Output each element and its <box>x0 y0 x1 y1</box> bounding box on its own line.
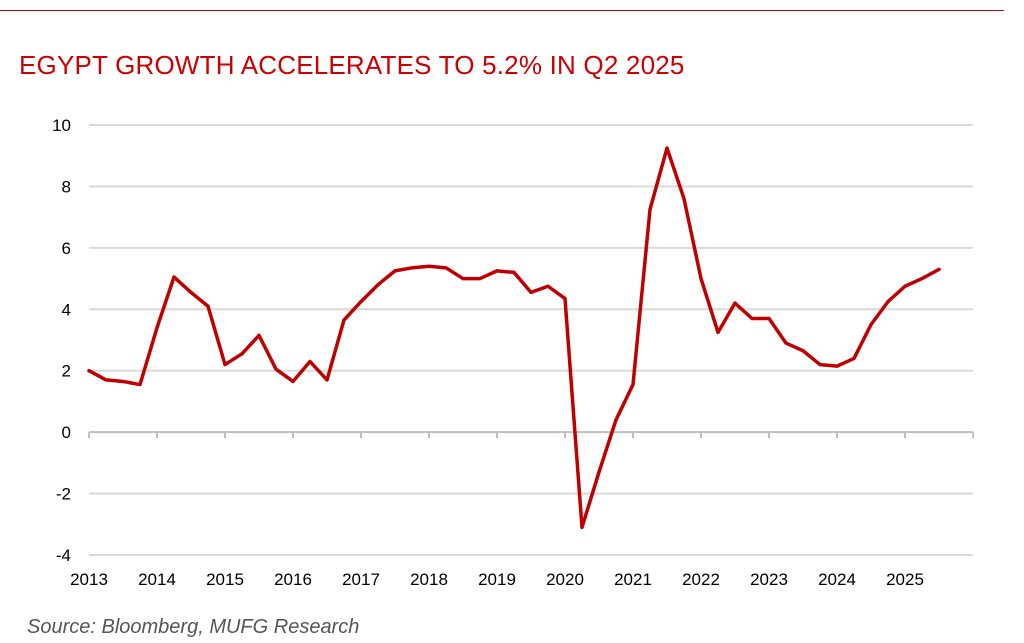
top-accent-rule <box>0 10 1004 11</box>
data-point <box>750 316 754 321</box>
gridlines <box>89 124 973 556</box>
data-point <box>546 284 550 288</box>
y-tick-label: -2 <box>56 485 71 504</box>
data-point <box>308 359 312 364</box>
data-point <box>682 197 686 201</box>
data-point <box>716 330 720 334</box>
data-point <box>852 356 856 361</box>
data-point <box>869 323 873 327</box>
data-point <box>461 276 465 281</box>
x-tick-label: 2014 <box>138 570 176 589</box>
data-point <box>665 146 669 150</box>
x-tick-label: 2015 <box>206 570 244 589</box>
data-point <box>563 296 567 301</box>
x-tick-label: 2024 <box>818 570 856 589</box>
line-chart: -4 -2 0 2 4 6 8 10 2013 2014 2015 2016 2017 2018 2019… <box>52 116 974 589</box>
data-point <box>512 270 516 275</box>
data-point <box>818 362 822 367</box>
data-point <box>393 269 397 273</box>
data-point <box>835 364 839 368</box>
data-point <box>223 362 227 367</box>
data-point <box>886 300 890 304</box>
data-point <box>444 266 448 270</box>
data-point <box>614 418 618 422</box>
x-axis <box>88 431 974 439</box>
data-point <box>240 352 244 356</box>
data-point <box>172 275 176 279</box>
data-point <box>291 379 295 384</box>
y-tick-label: 10 <box>52 116 71 135</box>
data-point <box>767 316 771 321</box>
data-point <box>784 341 788 345</box>
y-tick-label: 4 <box>62 300 71 319</box>
data-point <box>274 367 278 371</box>
y-axis-labels: -4 -2 0 2 4 6 8 10 <box>52 116 71 565</box>
data-point <box>937 267 941 271</box>
data-point <box>87 369 91 373</box>
data-point <box>155 326 159 330</box>
data-point <box>801 349 805 353</box>
data-point <box>920 276 924 281</box>
data-point <box>529 290 533 294</box>
data-point <box>597 470 601 474</box>
data-point <box>699 276 703 281</box>
y-tick-label: 2 <box>62 362 71 381</box>
data-point <box>580 525 584 529</box>
x-tick-label: 2013 <box>70 570 108 589</box>
x-tick-label: 2022 <box>682 570 720 589</box>
y-tick-label: 6 <box>62 239 71 258</box>
y-tick-label: 8 <box>62 177 71 196</box>
data-point <box>631 382 635 387</box>
y-tick-label: -4 <box>56 546 71 565</box>
data-point <box>648 207 652 212</box>
data-point <box>359 300 363 304</box>
x-tick-label: 2020 <box>546 570 584 589</box>
data-point <box>138 382 142 387</box>
data-point <box>410 266 414 270</box>
x-tick-label: 2021 <box>614 570 652 589</box>
data-point <box>325 378 329 382</box>
source-note: Source: Bloomberg, MUFG Research <box>27 616 360 638</box>
data-point <box>903 284 907 288</box>
data-point <box>257 333 261 337</box>
y-tick-label: 0 <box>62 423 71 442</box>
x-tick-label: 2025 <box>886 570 924 589</box>
x-tick-label: 2018 <box>410 570 448 589</box>
series-layer <box>87 146 941 530</box>
data-point <box>121 379 125 384</box>
data-point <box>427 264 431 268</box>
x-tick-label: 2023 <box>750 570 788 589</box>
x-tick-label: 2019 <box>478 570 516 589</box>
x-tick-label: 2016 <box>274 570 312 589</box>
data-point <box>206 304 210 308</box>
data-point <box>189 290 193 294</box>
x-axis-labels: 2013 2014 2015 2016 2017 2018 2019 2020 2021 2022… <box>70 570 924 589</box>
data-point <box>376 283 380 287</box>
data-point <box>478 276 482 281</box>
chart-title: EGYPT GROWTH ACCELERATES TO 5.2% IN Q2 2… <box>19 50 685 80</box>
data-point <box>733 301 737 305</box>
data-point <box>342 318 346 322</box>
data-point <box>104 378 108 382</box>
x-tick-label: 2017 <box>342 570 380 589</box>
data-point <box>495 269 499 273</box>
series-line-0 <box>87 146 941 530</box>
